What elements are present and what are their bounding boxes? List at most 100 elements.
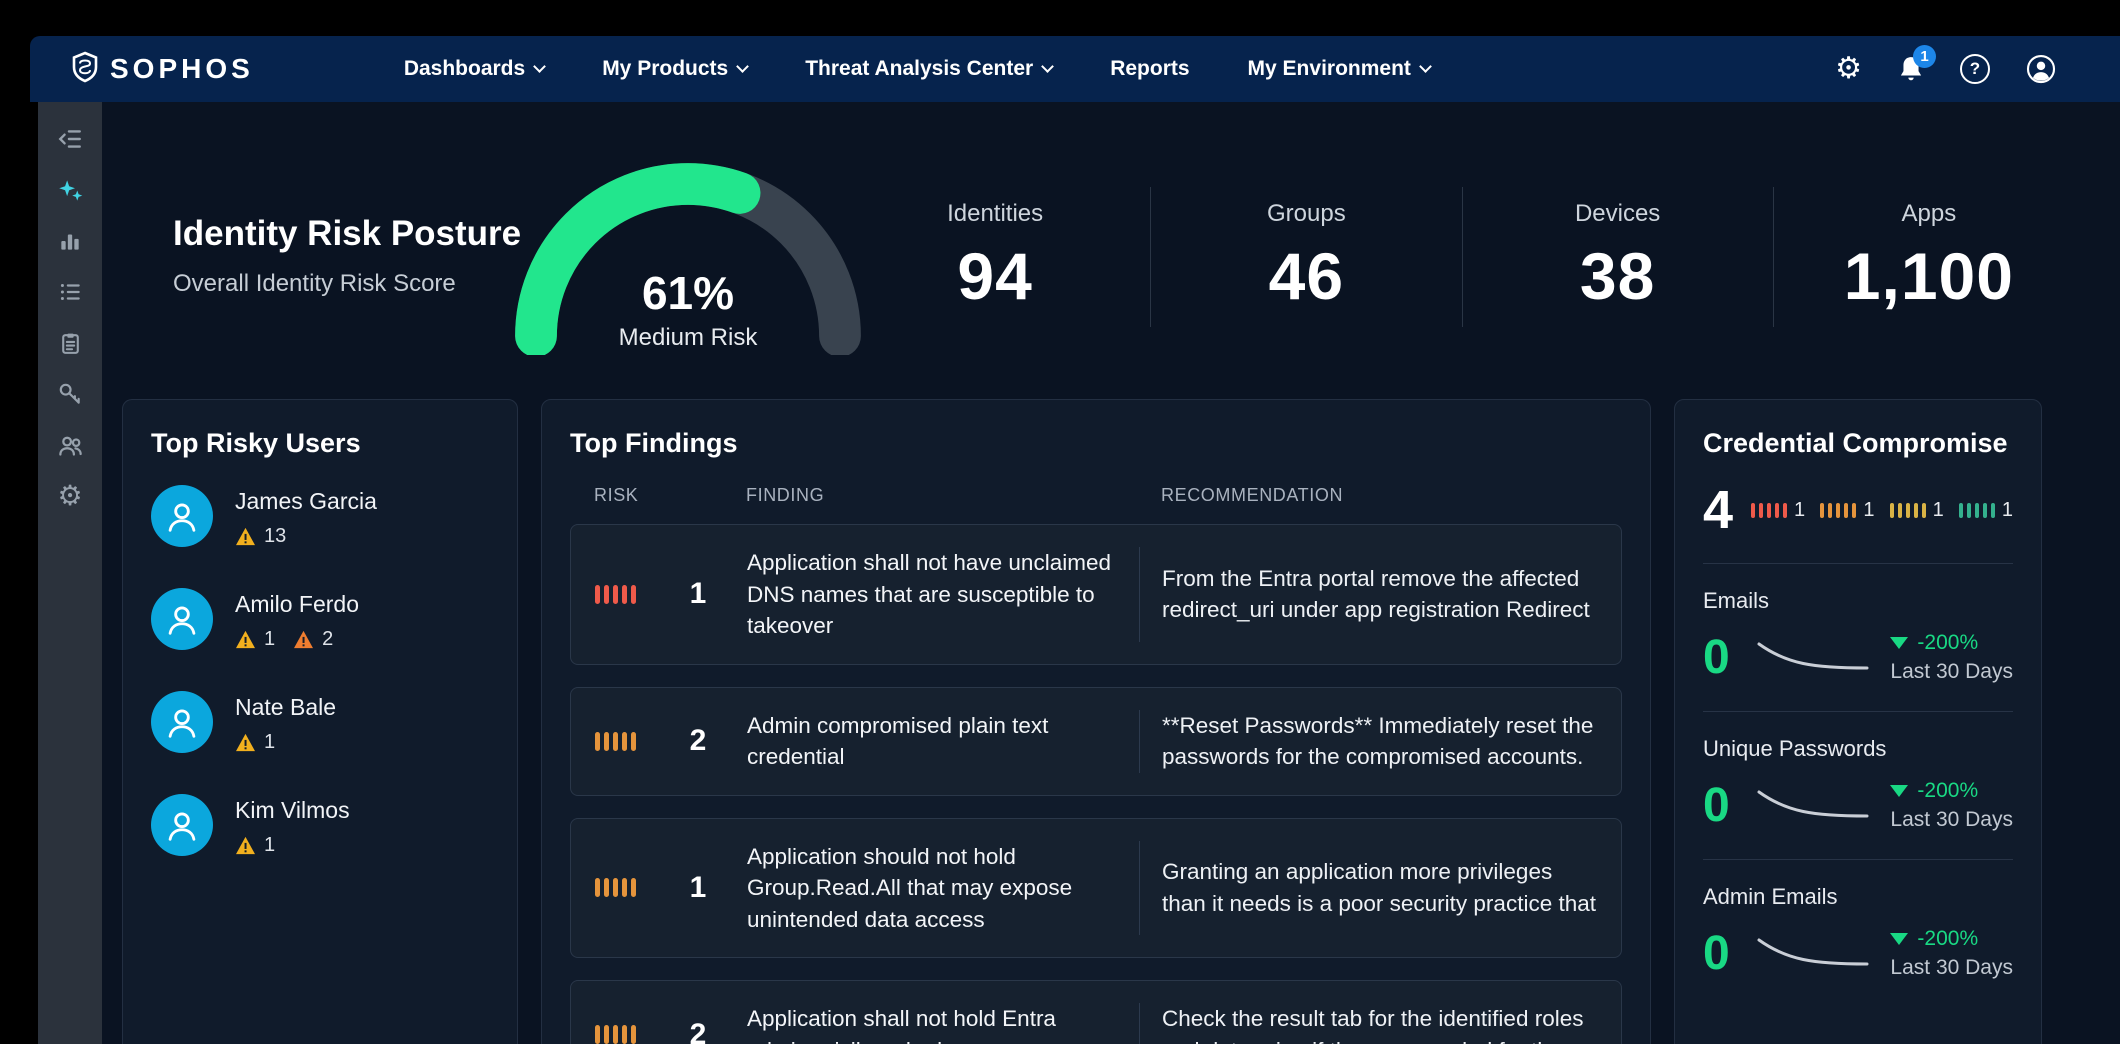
key-icon[interactable] [55, 379, 85, 409]
recommendation-text: Check the result tab for the identified … [1162, 1006, 1584, 1044]
panel-title: Top Risky Users [151, 428, 361, 458]
severity-bars-icon [1751, 502, 1788, 518]
clipboard-icon[interactable] [55, 328, 85, 358]
severity-bars-icon [1889, 502, 1926, 518]
metric-label: Unique Passwords [1703, 736, 1887, 761]
table-row[interactable]: 2 Admin compromised plain text credentia… [570, 686, 1622, 796]
metric-admin-emails: Admin Emails 0 -200% Last 30 Days [1703, 859, 2013, 1007]
alert-triangle-icon [294, 630, 314, 649]
column-header-recommendation: RECOMMENDATION [1161, 485, 1344, 505]
severity-bars-icon [1820, 502, 1857, 518]
list-item[interactable]: Kim Vilmos 1 [151, 794, 489, 857]
severity-bars-icon [1958, 502, 1995, 518]
chevron-down-icon [736, 60, 750, 73]
metric-unique-passwords: Unique Passwords 0 -200% Last 30 Days [1703, 711, 2013, 859]
user-name: Nate Bale [235, 694, 337, 720]
notifications-bell-icon[interactable]: 1 [1898, 45, 1936, 83]
table-row[interactable]: 1 Application should not hold Group.Read… [570, 817, 1622, 958]
severity-count: 1 [1863, 498, 1875, 521]
list-item[interactable]: Amilo Ferdo 1 2 [151, 588, 489, 651]
user-avatar-icon [151, 485, 213, 547]
list-item[interactable]: Nate Bale 1 [151, 691, 489, 754]
warning-badge: 1 [235, 731, 275, 754]
table-row[interactable]: 2 Application shall not hold Entra admin… [570, 980, 1622, 1044]
change-block: -200% Last 30 Days [1890, 779, 2013, 832]
stat-apps: Apps 1,100 [1774, 200, 2084, 314]
change-block: -200% Last 30 Days [1890, 927, 2013, 980]
severity-count: 1 [2001, 498, 2013, 521]
nav-item-label: Threat Analysis Center [805, 57, 1034, 80]
stat-value: 1,100 [1843, 239, 2014, 313]
divider [1139, 1003, 1140, 1044]
warning-triangle-icon [236, 733, 255, 752]
severity-count: 1 [1932, 498, 1944, 521]
finding-text: Application should not hold Group.Read.A… [747, 843, 1073, 932]
list-icon[interactable] [55, 277, 85, 307]
notification-count-badge: 1 [1913, 45, 1936, 68]
bar-chart-icon[interactable] [55, 226, 85, 256]
warning-triangle-icon [236, 836, 255, 855]
finding-text: Application shall not have unclaimed DNS… [747, 550, 1111, 638]
sophos-logo[interactable]: SOPHOS [70, 51, 254, 88]
divider [1139, 547, 1140, 642]
ai-sparkle-icon[interactable] [55, 175, 85, 205]
stat-identities: Identities 94 [840, 200, 1150, 314]
settings-gear-icon[interactable]: ⚙ [57, 480, 83, 511]
navbar-actions: ⚙ 1 ? [1835, 45, 2056, 85]
top-navbar: SOPHOS Dashboards My Products Threat Ana… [30, 36, 2120, 102]
nav-item-dashboards[interactable]: Dashboards [404, 57, 547, 81]
sophos-logo-icon [70, 51, 100, 88]
divider [1139, 709, 1140, 773]
trend-down-icon [1890, 933, 1909, 945]
user-name: Kim Vilmos [235, 797, 350, 823]
user-avatar-icon [151, 691, 213, 753]
recommendation-text: Granting an application more privileges … [1162, 859, 1596, 916]
nav-item-my-environment[interactable]: My Environment [1247, 57, 1432, 81]
column-header-risk: RISK [594, 485, 639, 505]
nav-item-threat-analysis-center[interactable]: Threat Analysis Center [805, 57, 1055, 81]
trend-down-icon [1890, 785, 1909, 797]
nav-item-my-products[interactable]: My Products [602, 57, 750, 81]
sophos-wordmark: SOPHOS [110, 53, 254, 84]
metric-emails: Emails 0 -200% Last 30 Days [1703, 563, 2013, 711]
severity-count: 1 [1794, 498, 1806, 521]
change-value: -200% [1917, 631, 1979, 654]
warning-triangle-icon [236, 527, 255, 546]
nav-item-label: My Environment [1247, 57, 1411, 80]
stat-label: Identities [947, 200, 1044, 227]
people-icon[interactable] [55, 430, 85, 460]
credential-total-row: 4 1 1 1 1 [1703, 479, 2013, 563]
severity-bars-icon [595, 731, 649, 751]
stat-label: Apps [1901, 200, 1957, 227]
risk-score-value: 61% [641, 267, 735, 319]
severity-bars-icon [595, 584, 649, 604]
credential-compromise-panel: Credential Compromise 4 1 1 1 1 [1674, 399, 2042, 1044]
warning-count: 1 [264, 834, 276, 856]
panel-title: Credential Compromise [1703, 428, 2008, 458]
list-item[interactable]: James Garcia 13 [151, 485, 489, 548]
risk-gauge-arc [515, 163, 861, 355]
account-icon[interactable] [2026, 54, 2056, 84]
identity-stats: Identities 94 Groups 46 Devices 38 Apps … [840, 172, 2084, 342]
findings-list: 1 Application shall not have unclaimed D… [570, 524, 1622, 1044]
warning-badge: 1 [235, 834, 275, 857]
warning-count: 13 [264, 525, 287, 547]
stat-value: 46 [1268, 239, 1345, 313]
finding-text: Admin compromised plain text credential [747, 712, 1049, 770]
hero-title-block: Identity Risk Posture Overall Identity R… [173, 214, 521, 298]
user-avatar-icon [151, 588, 213, 650]
help-icon[interactable]: ? [1960, 54, 1990, 84]
warning-count: 1 [264, 628, 276, 650]
change-period: Last 30 Days [1890, 956, 2013, 979]
warning-triangle-icon [236, 630, 255, 649]
severity-chip: 1 [1958, 498, 2013, 522]
alert-count: 2 [322, 628, 334, 650]
table-row[interactable]: 1 Application shall not have unclaimed D… [570, 524, 1622, 665]
collapse-sidebar-icon[interactable] [55, 124, 85, 154]
nav-item-reports[interactable]: Reports [1110, 57, 1189, 81]
risk-score-gauge: 61% Medium Risk [498, 146, 878, 360]
severity-chip: 1 [1889, 498, 1944, 522]
page-title: Identity Risk Posture [173, 214, 522, 253]
recommendation-text: From the Entra portal remove the affecte… [1162, 565, 1590, 623]
settings-gear-icon[interactable]: ⚙ [1835, 52, 1862, 85]
